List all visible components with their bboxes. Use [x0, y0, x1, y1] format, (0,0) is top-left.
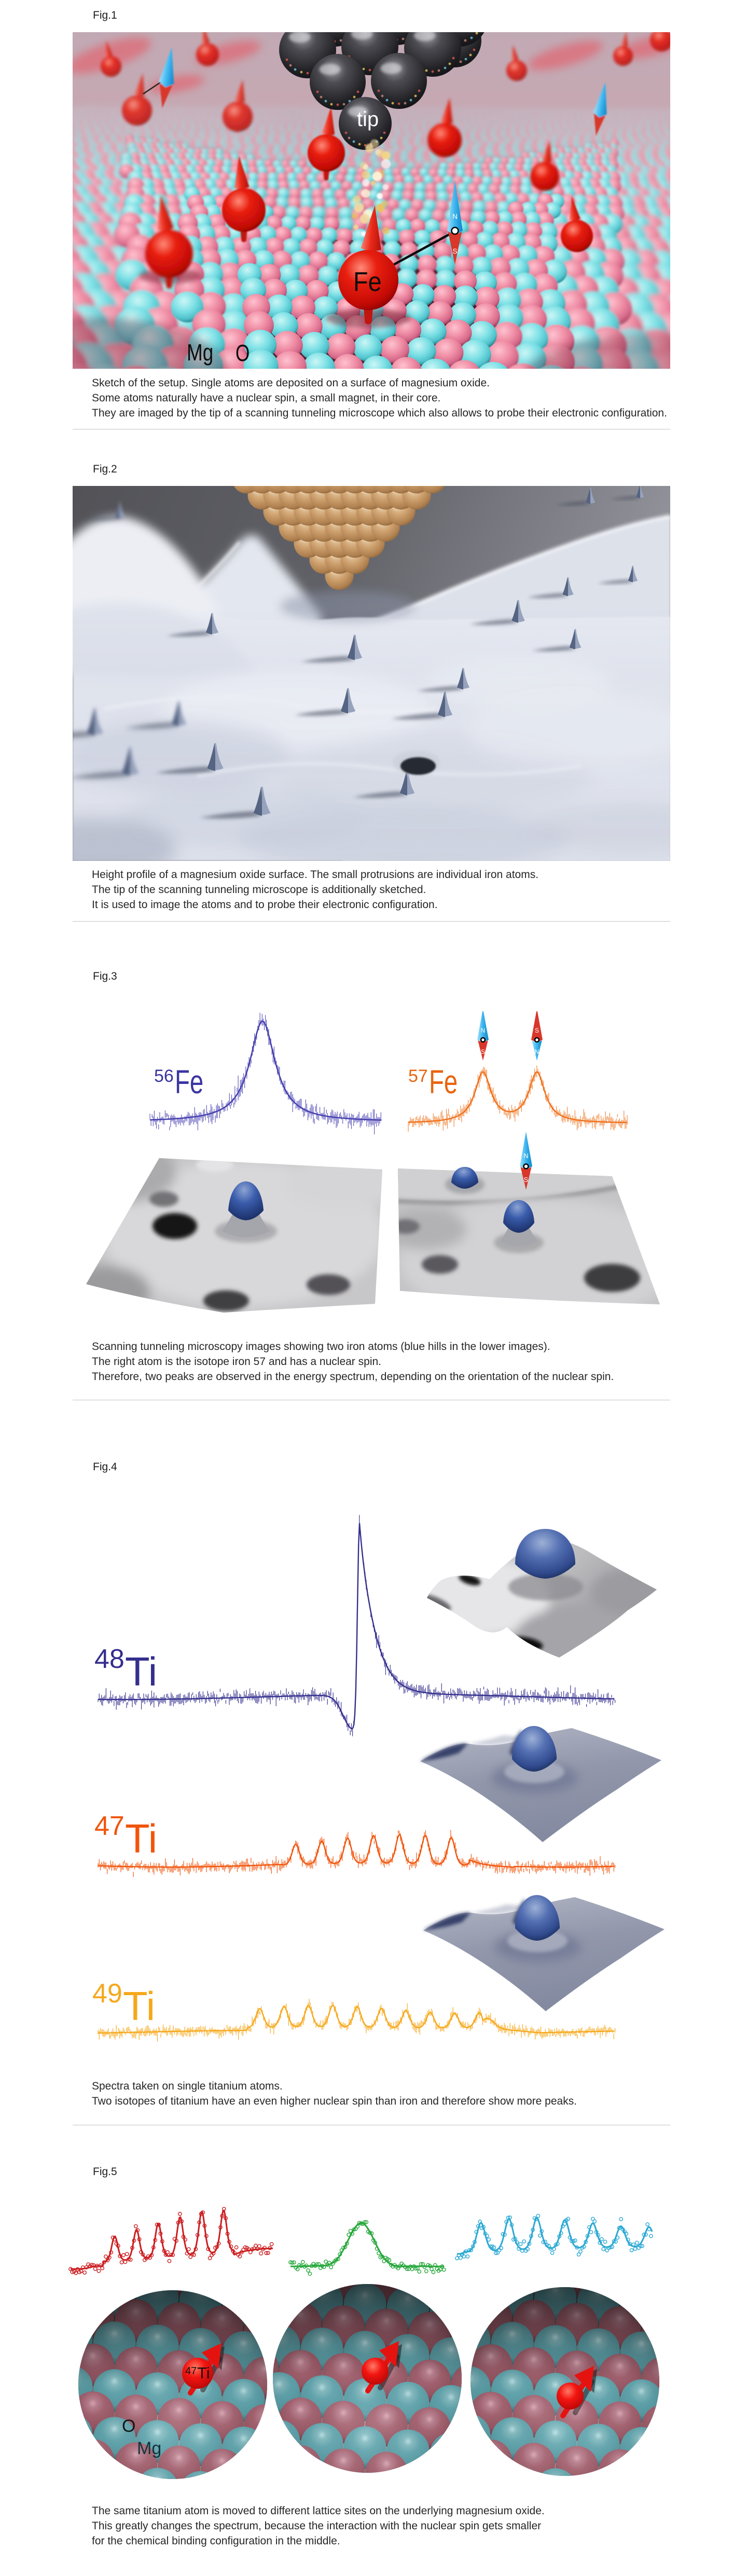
svg-text:Mg: Mg — [187, 340, 213, 366]
svg-text:47: 47 — [185, 2365, 197, 2377]
svg-text:47: 47 — [94, 1811, 125, 1841]
svg-text:Fe: Fe — [429, 1063, 458, 1101]
svg-text:Mg: Mg — [137, 2439, 161, 2458]
svg-text:N: N — [535, 1048, 540, 1055]
svg-text:Ti: Ti — [125, 1816, 157, 1861]
svg-text:S: S — [481, 1048, 485, 1055]
svg-text:49: 49 — [92, 1979, 122, 2009]
svg-text:S: S — [524, 1176, 529, 1183]
svg-text:Fe: Fe — [175, 1063, 203, 1101]
svg-text:56: 56 — [154, 1066, 174, 1086]
svg-text:N: N — [523, 1152, 528, 1160]
svg-text:Ti: Ti — [197, 2364, 210, 2382]
svg-text:48: 48 — [94, 1644, 125, 1674]
svg-text:Fe: Fe — [353, 267, 382, 297]
svg-text:S: S — [452, 247, 457, 255]
svg-text:Ti: Ti — [125, 1649, 157, 1694]
svg-text:N: N — [452, 212, 458, 220]
svg-text:Ti: Ti — [123, 1983, 155, 2029]
svg-text:N: N — [481, 1027, 486, 1034]
svg-text:57: 57 — [408, 1066, 428, 1086]
svg-text:S: S — [535, 1027, 539, 1034]
svg-text:tip: tip — [357, 108, 379, 131]
svg-text:O: O — [236, 340, 250, 366]
svg-text:O: O — [122, 2416, 135, 2436]
